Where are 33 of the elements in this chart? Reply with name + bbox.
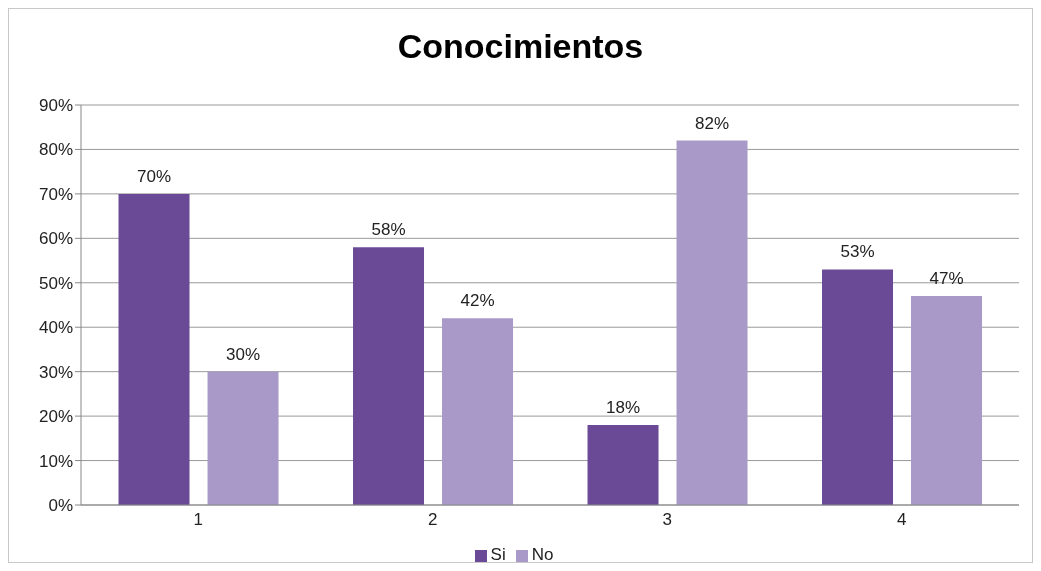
data-label: 47% — [929, 269, 964, 289]
y-tick-label: 40% — [38, 318, 73, 338]
data-label: 70% — [137, 166, 172, 186]
data-label: 82% — [695, 113, 730, 133]
bar — [822, 269, 894, 505]
data-label: 53% — [840, 242, 875, 262]
bar — [587, 425, 659, 505]
x-tick-label: 4 — [897, 510, 907, 530]
bar — [911, 296, 983, 505]
bar — [207, 371, 279, 505]
y-tick-label: 50% — [38, 273, 73, 293]
data-label: 18% — [606, 398, 641, 417]
y-tick-label: 0% — [48, 496, 73, 516]
y-tick-label: 60% — [38, 229, 73, 249]
x-tick-label: 3 — [662, 510, 672, 530]
y-tick-label: 30% — [38, 362, 73, 382]
legend-label: Si — [490, 545, 506, 564]
data-label: 42% — [460, 291, 495, 311]
bar — [442, 318, 514, 505]
y-tick-label: 10% — [38, 451, 73, 471]
bar — [118, 193, 190, 505]
y-tick-label: 20% — [38, 407, 73, 427]
chart-title: Conocimientos — [396, 26, 645, 67]
bar — [676, 140, 748, 505]
legend-label: No — [531, 545, 554, 564]
data-label: 30% — [226, 344, 261, 364]
bar — [353, 247, 425, 505]
data-label: 58% — [371, 220, 406, 240]
y-tick-label: 90% — [38, 96, 73, 116]
x-tick-label: 1 — [193, 510, 203, 530]
x-tick-label: 2 — [428, 510, 438, 530]
y-tick-label: 70% — [38, 184, 73, 204]
y-tick-label: 80% — [38, 140, 73, 160]
